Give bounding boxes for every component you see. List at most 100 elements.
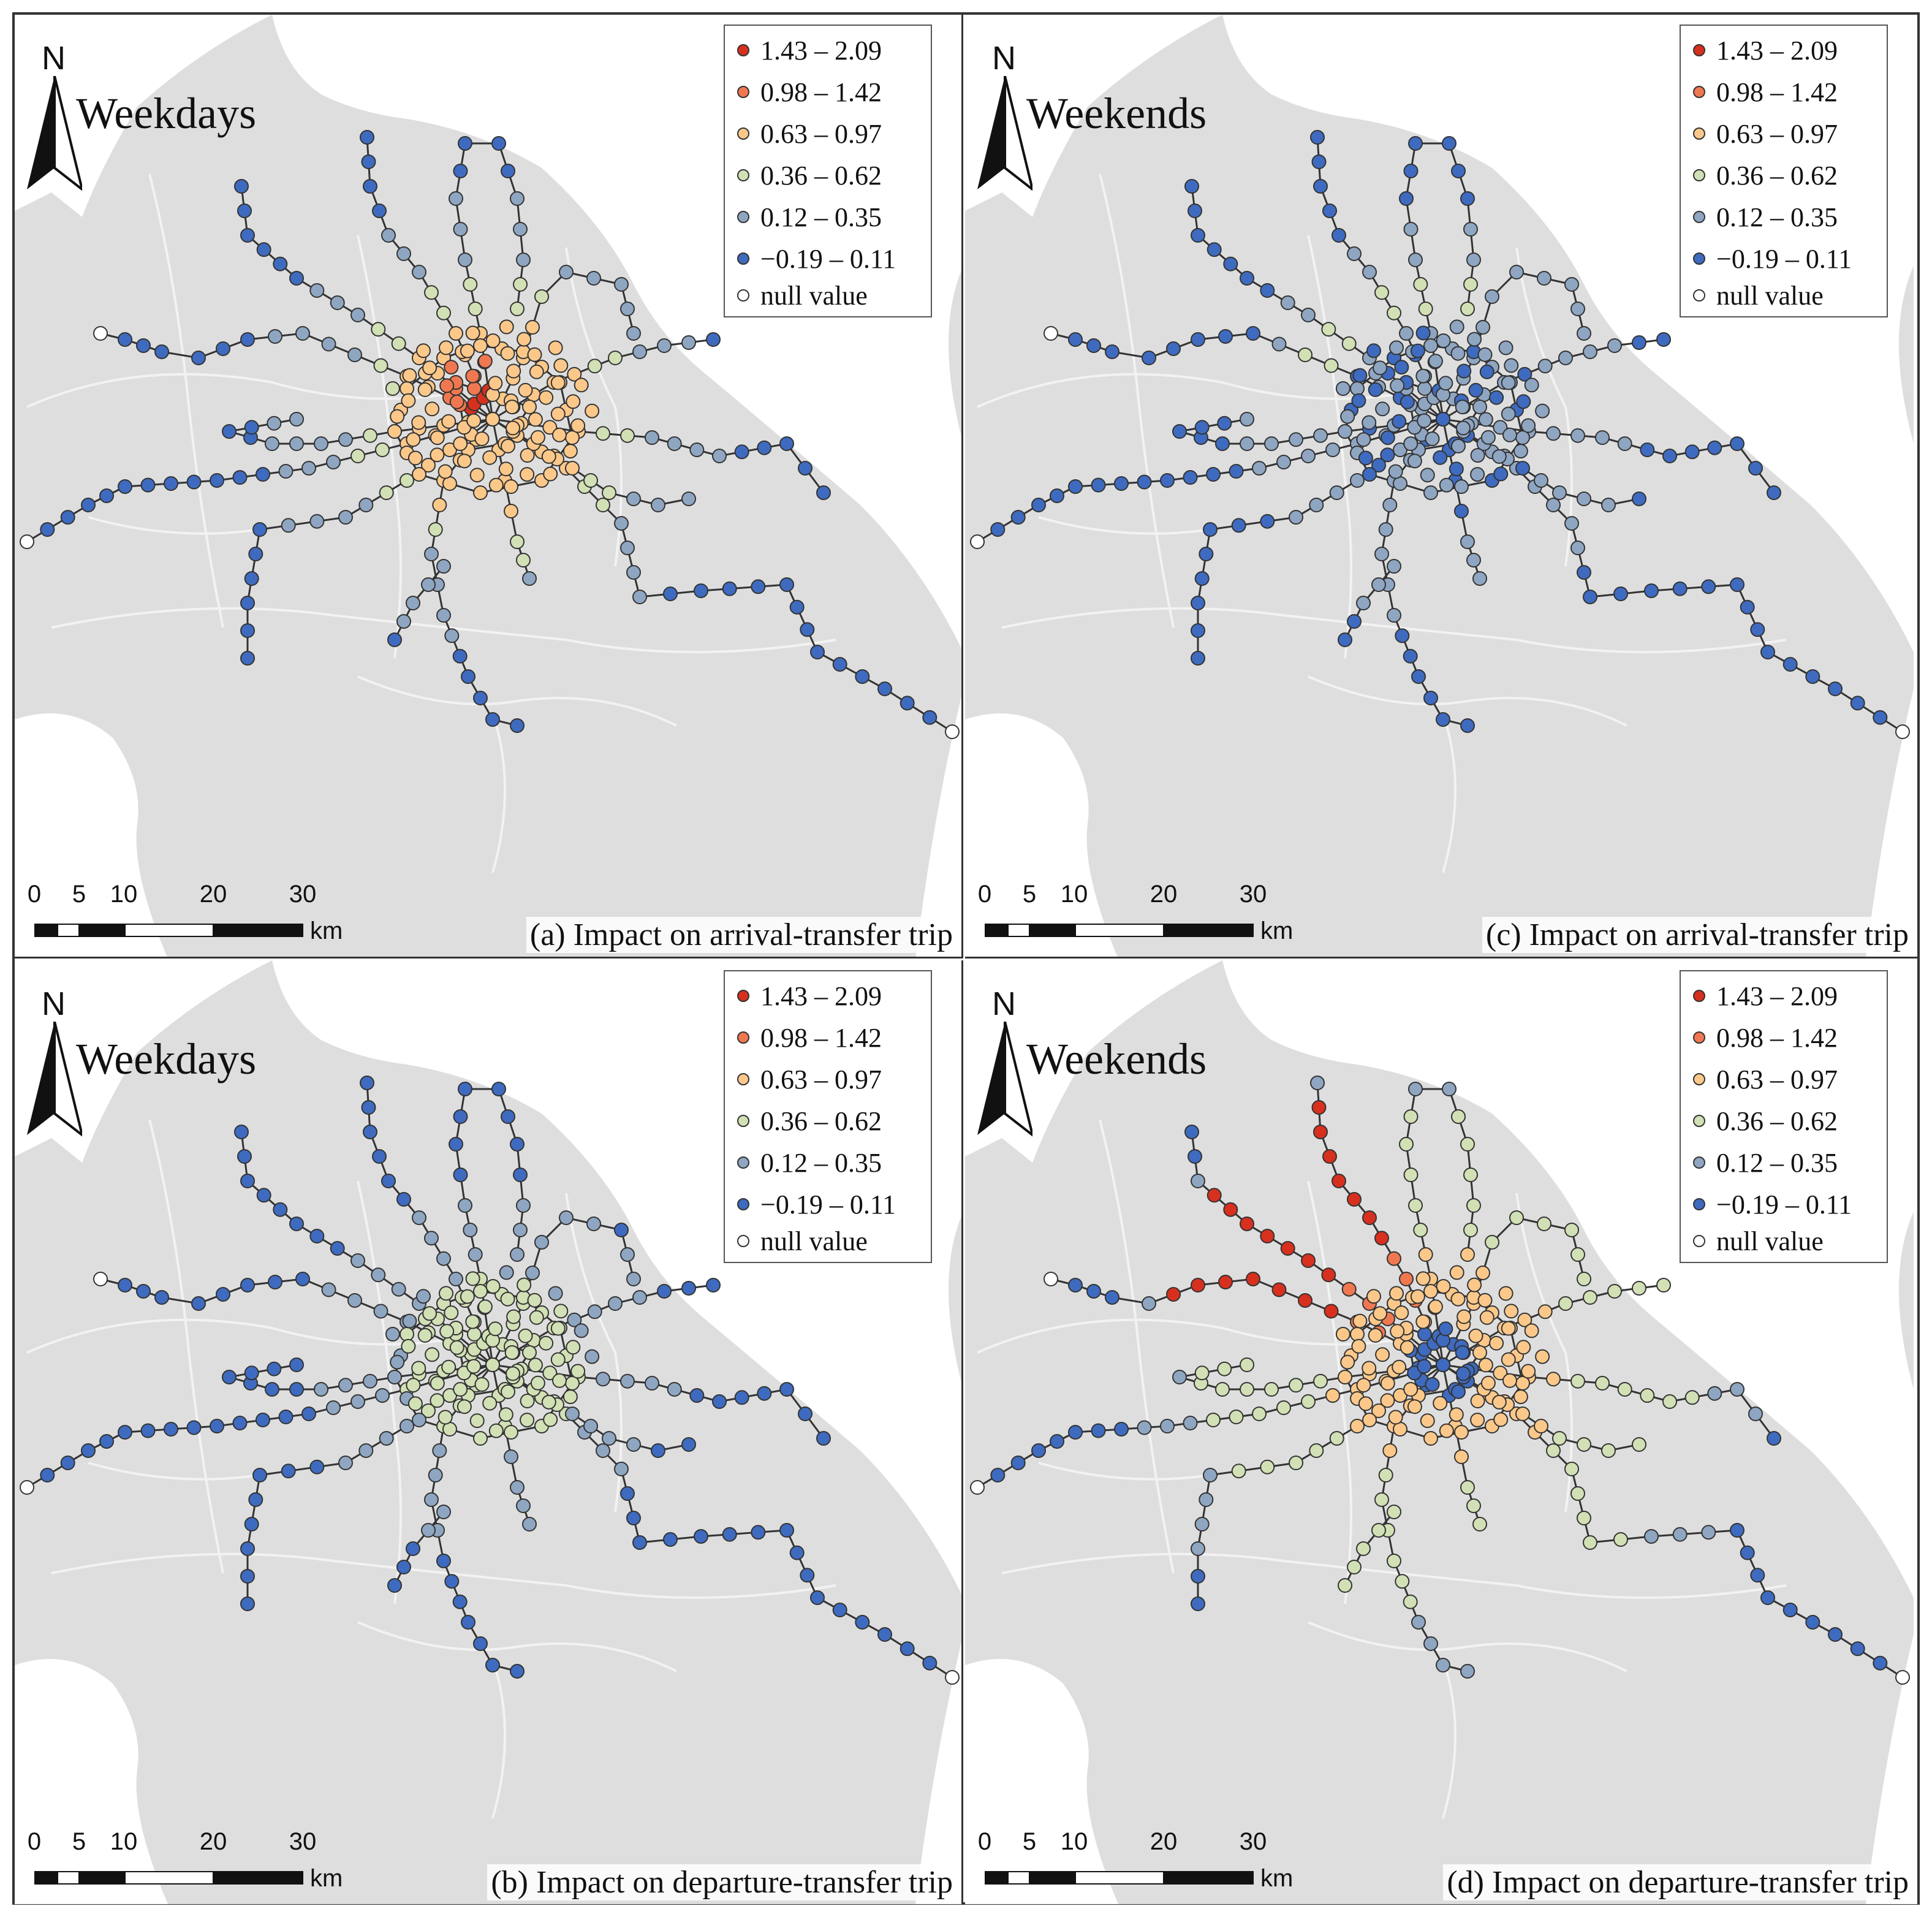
station-marker [632,1535,647,1550]
station-marker [1160,1419,1175,1433]
station-marker [1534,473,1548,488]
station-marker [1442,1082,1457,1096]
station-marker [663,1532,678,1547]
station-marker [1403,1109,1419,1124]
station-marker [1388,464,1403,479]
station-marker [1373,360,1388,376]
station-marker [154,344,169,359]
station-marker [421,1523,436,1538]
station-marker [528,1357,543,1373]
station-marker [620,1373,635,1389]
station-marker [436,305,451,321]
station-marker [1707,1386,1722,1401]
station-marker [1387,1505,1401,1519]
station-marker [1194,1365,1210,1381]
station-marker [444,1305,459,1321]
station-marker [712,1394,727,1409]
station-marker [585,1349,600,1364]
station-marker [516,1198,531,1213]
scale-tick: 5 [72,1828,86,1855]
district-boundary [491,1658,506,1819]
station-marker [1415,1271,1431,1286]
station-marker [375,1388,390,1403]
water-body [915,696,961,957]
station-marker [465,1271,480,1286]
legend-label: 0.63 – 0.97 [1716,1064,1838,1095]
station-marker [552,1373,567,1388]
station-marker [1324,358,1339,373]
station-marker [1366,343,1381,359]
station-marker [722,1527,737,1542]
station-marker [473,1636,488,1651]
station-marker [1260,514,1275,529]
station-marker [1470,467,1485,482]
station-marker [1485,289,1499,304]
station-marker [1313,179,1328,194]
station-marker [1240,436,1254,451]
station-marker [1516,394,1531,409]
station-marker [1805,669,1820,684]
station-marker [1502,1373,1517,1388]
station-marker [295,326,310,341]
station-marker [421,1403,436,1418]
station-marker [387,632,402,647]
station-marker [309,283,325,298]
station-marker [416,1289,431,1304]
station-marker [1392,414,1407,429]
station-marker [518,382,533,398]
legend-item: 0.12 – 0.35 [1681,1142,1887,1183]
district-boundary [1038,516,1211,535]
station-marker [667,1382,682,1397]
scale-tick: 20 [199,1828,227,1855]
station-marker [1338,632,1352,647]
station-marker [466,1359,482,1374]
station-marker [1730,577,1744,592]
legend-label: 0.12 – 0.35 [760,1147,882,1178]
station-marker [900,696,915,711]
station-marker [1454,479,1469,494]
station-marker [396,246,411,261]
station-marker [1252,461,1267,476]
station-marker [1828,681,1843,696]
station-marker [1382,498,1398,512]
station-marker [1403,164,1419,178]
station-marker [1362,1361,1377,1376]
station-marker [510,302,525,316]
station-marker [463,277,478,292]
station-marker [681,1437,696,1452]
station-marker [407,450,423,466]
station-marker [1433,450,1448,465]
station-marker [1276,455,1291,469]
station-marker [412,1210,426,1225]
station-marker [1740,1545,1755,1560]
station-marker [506,1309,521,1324]
station-marker [289,412,304,427]
station-marker [371,322,386,337]
station-marker [1217,1361,1232,1376]
district-boundary [1515,1193,1573,1513]
station-marker [391,1281,406,1297]
panel-d: N Weekends 1.43 – 2.09 0.98 – 1.42 0.63 … [965,960,1917,1904]
station-marker [1218,1275,1233,1289]
station-marker [491,1082,506,1096]
legend-item: −0.19 – 0.11 [725,238,931,279]
station-marker [522,1517,537,1532]
station-marker [1583,590,1597,604]
station-marker [816,1431,831,1446]
station-marker [504,1345,520,1360]
station-marker [1418,1247,1433,1262]
station-marker [1411,669,1426,684]
station-marker [565,461,580,476]
station-marker [1324,1304,1339,1319]
scale-segment [1030,1871,1075,1885]
legend-swatch [1693,1115,1705,1127]
station-marker [1570,1486,1585,1501]
station-marker [1215,436,1230,451]
scale-bar: 0 5 10 20 30 km [972,881,1352,948]
station-marker [1850,696,1865,711]
station-marker [1301,449,1316,463]
station-marker [1329,485,1344,500]
station-marker [1191,1278,1205,1293]
station-marker [1583,1290,1597,1305]
station-marker [500,346,515,361]
